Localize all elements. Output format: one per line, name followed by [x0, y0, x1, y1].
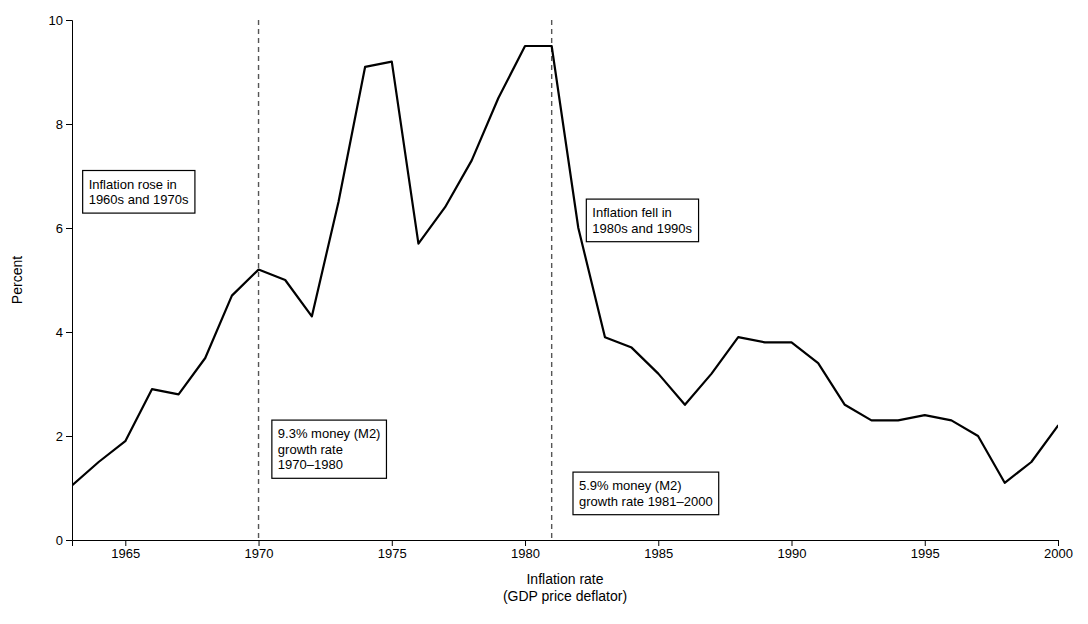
annotations: Inflation rose in1960s and 1970s 9.3% mon…	[83, 171, 719, 515]
annotation-box	[83, 171, 195, 214]
plot-area	[72, 20, 1058, 540]
chart: 1965 1970 1975 1980 1985 1990 1995 2000 0 2 4 6 8 10 I…	[0, 0, 1088, 624]
reference-line	[258, 20, 259, 540]
reference-line	[551, 20, 552, 540]
x-tick: 1965	[111, 540, 140, 561]
y-tick-label: 10	[49, 13, 63, 28]
x-tick-label: 1965	[111, 546, 140, 561]
x-tick: 1995	[911, 540, 940, 561]
y-tick-label: 8	[56, 117, 63, 132]
y-tick-label: 4	[56, 325, 63, 340]
y-tick-mark	[66, 436, 72, 437]
annotation: 9.3% money (M2)growth rate1970–1980	[272, 420, 387, 478]
x-tick-label: 1985	[644, 546, 673, 561]
x-tick-label: 1990	[778, 546, 807, 561]
x-axis-title: Inflation rate(GDP price deflator)	[503, 571, 627, 604]
x-tick: 2000	[1044, 540, 1073, 561]
y-tick-mark	[66, 228, 72, 229]
annotation-text: Inflation rose in1960s and 1970s	[89, 177, 189, 208]
annotation-box	[272, 420, 387, 478]
x-tick-label: 2000	[1044, 546, 1073, 561]
annotation: 5.9% money (M2)growth rate 1981–2000	[573, 472, 719, 515]
y-tick: 2	[56, 429, 72, 444]
y-tick-label: 0	[56, 533, 63, 548]
x-tick-mark	[658, 540, 659, 546]
x-axis-line	[73, 541, 1059, 547]
x-tick: 1980	[511, 540, 540, 561]
x-tick-label: 1975	[378, 546, 407, 561]
x-tick-label: 1980	[511, 546, 540, 561]
y-tick-mark	[66, 540, 72, 541]
y-tick-label: 2	[56, 429, 63, 444]
data-line	[72, 46, 1058, 485]
y-tick: 6	[56, 221, 72, 236]
x-tick-mark	[125, 540, 126, 546]
annotation-box	[586, 199, 698, 242]
x-axis: 1965 1970 1975 1980 1985 1990 1995 2000	[73, 540, 1073, 561]
annotation: Inflation rose in1960s and 1970s	[83, 171, 195, 214]
y-tick-mark	[66, 332, 72, 333]
x-tick: 1975	[378, 540, 407, 561]
x-tick: 1990	[778, 540, 807, 561]
x-tick-mark	[925, 540, 926, 546]
y-axis-title: Percent	[9, 256, 25, 304]
y-tick-mark	[66, 20, 72, 21]
y-tick: 4	[56, 325, 72, 340]
x-tick: 1970	[245, 540, 274, 561]
y-tick-label: 6	[56, 221, 63, 236]
y-axis: 0 2 4 6 8 10	[49, 13, 73, 548]
x-tick-mark	[392, 540, 393, 546]
x-tick-mark	[259, 540, 260, 546]
y-tick: 10	[49, 13, 72, 28]
x-tick-label: 1970	[245, 546, 274, 561]
x-tick: 1985	[644, 540, 673, 561]
annotation-text: 5.9% money (M2)growth rate 1981–2000	[579, 478, 713, 509]
annotation-text: 9.3% money (M2)growth rate1970–1980	[278, 426, 381, 472]
annotation-text: Inflation fell in1980s and 1990s	[592, 205, 692, 236]
y-axis-line	[66, 21, 73, 541]
y-tick-mark	[66, 124, 72, 125]
y-tick: 0	[56, 533, 72, 548]
x-tick-mark	[1058, 540, 1059, 546]
annotation-box	[573, 472, 719, 515]
y-tick: 8	[56, 117, 72, 132]
x-tick-mark	[792, 540, 793, 546]
x-tick-mark	[525, 540, 526, 546]
annotation: Inflation fell in1980s and 1990s	[586, 199, 698, 242]
x-tick-label: 1995	[911, 546, 940, 561]
